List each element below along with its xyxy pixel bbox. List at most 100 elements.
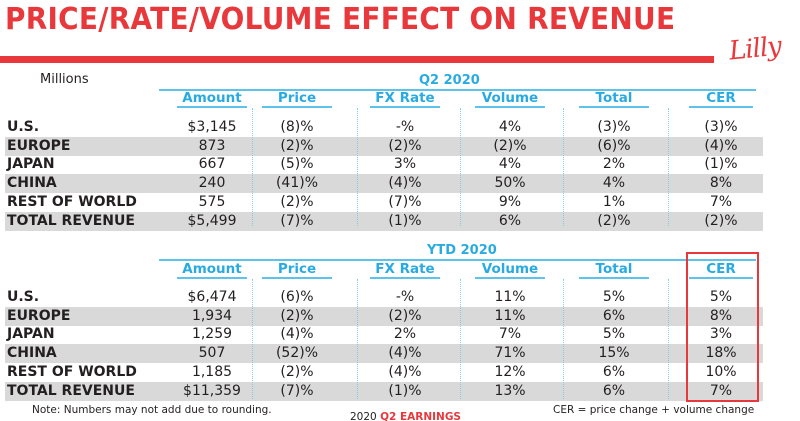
q2-column-header-volume: Volume [481, 90, 539, 106]
ytd-column-header-underline [475, 277, 545, 279]
cell-price: (7)% [280, 382, 314, 399]
cell-amount: 507 [198, 345, 226, 362]
cell-fx: -% [395, 119, 415, 135]
cell-total: (3)% [597, 119, 631, 135]
ytd-column-header-underline [177, 277, 247, 279]
cell-volume: 4% [498, 119, 522, 135]
cell-volume: 50% [494, 175, 526, 192]
cell-price: (2)% [280, 307, 314, 324]
ytd-column-header-fx: FX Rate [375, 261, 435, 277]
row-label: REST OF WORLD [7, 363, 137, 380]
ytd-column-header-underline [262, 277, 332, 279]
cell-price: (2)% [280, 193, 314, 210]
footer-earnings: Q2 EARNINGS [380, 411, 461, 421]
column-separator [668, 279, 669, 399]
cell-total: (2)% [597, 212, 631, 229]
cell-cer: (2)% [704, 212, 738, 229]
table-row: U.S. $6,474 (6)% -% 11% 5% 5% [5, 288, 763, 307]
cer-definition: CER = price change + volume change [553, 404, 755, 416]
cell-price: (52)% [275, 345, 319, 362]
cell-volume: (2)% [493, 137, 527, 154]
cell-total: 1% [602, 193, 626, 210]
q2-section-title: Q2 2020 [419, 73, 480, 88]
footer-label: 2020 Q2 EARNINGS [350, 411, 461, 421]
cell-amount: $3,145 [187, 119, 237, 135]
ytd-section-title: YTD 2020 [427, 243, 497, 258]
q2-column-header-underline [689, 106, 753, 108]
cell-volume: 13% [494, 382, 526, 399]
cell-total: 5% [602, 326, 626, 343]
cell-cer: 7% [709, 193, 733, 210]
cell-amount: 873 [198, 137, 226, 154]
cell-fx: -% [395, 289, 415, 305]
column-separator [563, 279, 564, 399]
table-row: U.S. $3,145 (8)% -% 4% (3)% (3)% [5, 118, 763, 137]
cell-price: (41)% [275, 175, 319, 192]
table-row: CHINA 507 (52)% (4)% 71% 15% 18% [5, 344, 763, 364]
table-row: CHINA 240 (41)% (4)% 50% 4% 8% [5, 174, 763, 194]
cell-amount: 667 [198, 156, 226, 173]
q2-column-header-fx: FX Rate [375, 90, 435, 106]
table-row: EUROPE 873 (2)% (2)% (2)% (6)% (4)% [5, 136, 763, 156]
cell-cer: 7% [709, 382, 733, 399]
row-label: TOTAL REVENUE [7, 382, 135, 399]
q2-column-header-total: Total [595, 90, 633, 106]
cell-price: (7)% [280, 212, 314, 229]
ytd-column-header-cer: CER [706, 261, 736, 277]
column-separator [668, 108, 669, 226]
cell-price: (8)% [280, 119, 314, 135]
row-label: JAPAN [7, 156, 55, 173]
cell-cer: (1)% [704, 156, 738, 173]
cell-total: 6% [602, 363, 626, 380]
cell-price: (5)% [280, 156, 314, 173]
cell-fx: (2)% [388, 137, 422, 154]
q2-column-header-underline [475, 106, 545, 108]
cell-amount: $6,474 [187, 289, 237, 305]
cell-volume: 11% [494, 289, 526, 305]
cell-fx: (2)% [388, 307, 422, 324]
cell-amount: 1,934 [191, 307, 233, 324]
rounding-note: Note: Numbers may not add due to roundin… [32, 404, 272, 416]
q2-column-header-price: Price [277, 90, 317, 106]
q2-section-rule [159, 89, 756, 91]
ytd-column-header-total: Total [595, 261, 633, 277]
q2-column-header-cer: CER [706, 90, 736, 106]
cell-volume: 71% [494, 345, 526, 362]
q2-column-header-underline [579, 106, 649, 108]
table-row: JAPAN 1,259 (4)% 2% 7% 5% 3% [5, 325, 763, 344]
cell-amount: 1,259 [191, 326, 233, 343]
row-label: TOTAL REVENUE [7, 212, 135, 229]
page-title: PRICE/RATE/VOLUME EFFECT ON REVENUE [5, 2, 676, 37]
ytd-column-header-underline [689, 277, 753, 279]
q2-column-header-underline [177, 106, 247, 108]
cell-amount: 575 [198, 193, 226, 210]
table-row: TOTAL REVENUE $5,499 (7)% (1)% 6% (2)% (2)% [5, 211, 763, 231]
cell-total: 5% [602, 289, 626, 305]
ytd-column-header-underline [370, 277, 440, 279]
cell-cer: 18% [705, 345, 737, 362]
cell-total: (6)% [597, 137, 631, 154]
cell-cer: (3)% [704, 119, 738, 135]
column-separator [460, 279, 461, 399]
cell-total: 6% [602, 307, 626, 324]
cell-fx: (4)% [388, 175, 422, 192]
cell-cer: 10% [705, 363, 737, 380]
cell-cer: 5% [709, 289, 733, 305]
cell-total: 6% [602, 382, 626, 399]
cell-price: (4)% [280, 326, 314, 343]
cell-fx: 2% [393, 326, 417, 343]
table-row: REST OF WORLD 1,185 (2)% (4)% 12% 6% 10% [5, 363, 763, 382]
column-separator [252, 279, 253, 399]
ytd-column-header-underline [579, 277, 649, 279]
cell-amount: $5,499 [187, 212, 237, 229]
table-row: TOTAL REVENUE $11,359 (7)% (1)% 13% 6% 7% [5, 381, 763, 401]
table-row: EUROPE 1,934 (2)% (2)% 11% 6% 8% [5, 306, 763, 326]
q2-column-header-underline [370, 106, 440, 108]
cell-volume: 7% [498, 326, 522, 343]
ytd-column-header-volume: Volume [481, 261, 539, 277]
q2-column-header-underline [262, 106, 332, 108]
cell-total: 2% [602, 156, 626, 173]
cell-fx: (1)% [388, 382, 422, 399]
row-label: U.S. [7, 119, 40, 135]
row-label: EUROPE [7, 137, 71, 154]
